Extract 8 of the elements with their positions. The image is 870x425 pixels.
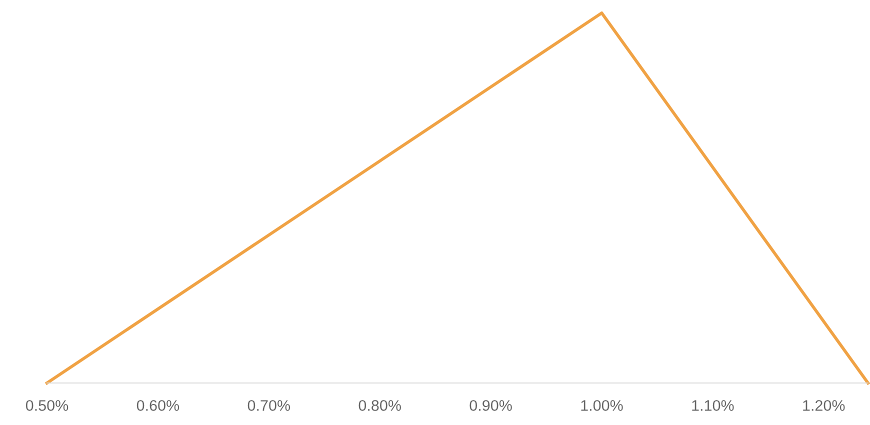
x-tick-label: 1.20% <box>803 400 845 411</box>
x-tick-label: 1.10% <box>692 400 734 411</box>
x-tick-label: 1.00% <box>581 400 623 411</box>
x-tick-label: 0.70% <box>248 400 290 411</box>
x-tick-label: 0.60% <box>136 400 180 411</box>
x-tick-label: 0.90% <box>470 400 512 411</box>
x-tick-label: 0.80% <box>358 400 401 411</box>
x-tick-label: 0.50% <box>26 400 68 411</box>
